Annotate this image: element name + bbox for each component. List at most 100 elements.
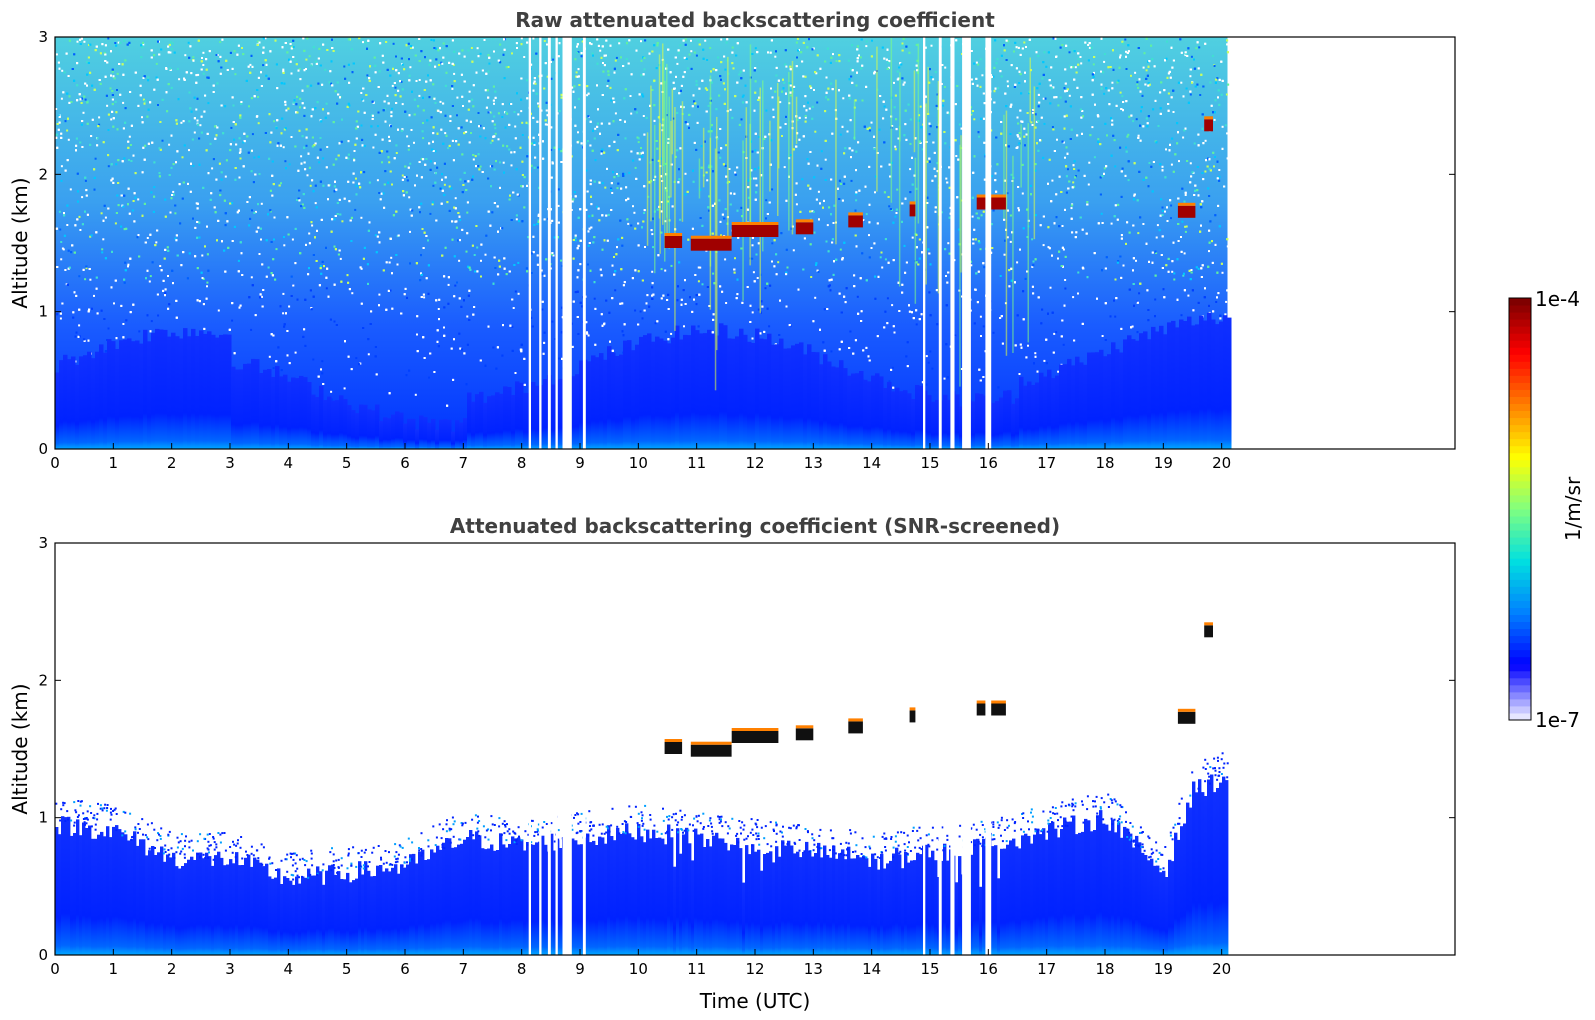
- x-tick-label: 17: [1037, 960, 1056, 978]
- x-tick-label: 4: [284, 454, 294, 472]
- colorbar-step: [1509, 305, 1531, 313]
- snr-data-gap: [555, 543, 558, 955]
- colorbar: 1e-4 1e-7 1/m/sr: [1508, 287, 1585, 732]
- snr-data-gap: [985, 543, 992, 955]
- x-tick-label: 16: [979, 960, 998, 978]
- colorbar-max-label: 1e-4: [1535, 287, 1580, 311]
- y-tick-label: 1: [38, 303, 48, 321]
- x-tick-label: 10: [629, 454, 648, 472]
- snr-data-gap: [528, 543, 531, 955]
- raw-cloud-edge: [664, 233, 683, 236]
- snr-cloud-edge: [664, 739, 683, 742]
- raw-cloud-layer: [664, 236, 683, 248]
- x-tick-label: 15: [920, 454, 939, 472]
- colorbar-step: [1509, 438, 1531, 447]
- colorbar-step: [1509, 565, 1531, 573]
- x-tick-label: 4: [284, 960, 294, 978]
- raw-cloud-layer: [976, 197, 1006, 210]
- snr-data-gaps: [528, 543, 992, 955]
- colorbar-step: [1509, 375, 1531, 383]
- snr-cloud-layer: [976, 703, 1006, 716]
- snr-cloud-edge: [848, 718, 863, 722]
- x-tick-label: 1: [109, 454, 119, 472]
- colorbar-step: [1509, 579, 1531, 587]
- x-tick-label: 1: [109, 960, 119, 978]
- raw-cloud-layer: [731, 225, 779, 237]
- colorbar-step: [1509, 396, 1531, 404]
- colorbar-step: [1509, 382, 1531, 390]
- raw-cloud-layers: [664, 116, 1213, 251]
- raw-data-gap: [547, 37, 551, 449]
- x-tick-label: 13: [804, 960, 823, 978]
- colorbar-step: [1509, 614, 1531, 623]
- snr-cloud-layer: [1204, 625, 1213, 638]
- x-tick-label: 15: [920, 960, 939, 978]
- x-tick-label: 0: [50, 454, 60, 472]
- colorbar-step: [1509, 445, 1531, 454]
- colorbar-step: [1509, 403, 1531, 412]
- panel2-xlabel: Time (UTC): [699, 989, 811, 1013]
- colorbar-step: [1509, 663, 1531, 672]
- colorbar-step: [1509, 670, 1531, 679]
- colorbar-step: [1509, 642, 1531, 651]
- raw-cloud-layer: [690, 238, 732, 251]
- colorbar-step: [1509, 600, 1531, 608]
- snr-cloud-layer: [848, 721, 863, 734]
- snr-cloud-edge: [731, 728, 779, 731]
- colorbar-step: [1509, 487, 1531, 496]
- raw-surface-layer: [55, 312, 1232, 449]
- colorbar-step: [1509, 509, 1531, 517]
- colorbar-step: [1509, 354, 1531, 362]
- raw-cloud-layer: [1177, 205, 1196, 218]
- raw-data-gap: [923, 37, 926, 449]
- colorbar-gradient: [1509, 298, 1531, 721]
- colorbar-step: [1509, 466, 1531, 475]
- x-tick-label: 7: [459, 960, 469, 978]
- x-tick-label: 20: [1212, 454, 1231, 472]
- colorbar-step: [1509, 459, 1531, 468]
- x-tick-label: 11: [687, 454, 706, 472]
- colorbar-step: [1509, 684, 1531, 693]
- colorbar-step: [1509, 319, 1531, 327]
- colorbar-step: [1509, 501, 1531, 510]
- y-tick-label: 3: [38, 28, 48, 46]
- colorbar-step: [1509, 333, 1531, 341]
- y-tick-label: 2: [38, 165, 48, 183]
- raw-data-gap: [562, 37, 572, 449]
- x-tick-label: 18: [1095, 454, 1114, 472]
- colorbar-step: [1509, 656, 1531, 665]
- snr-screened-heatmap: [55, 543, 1229, 955]
- x-tick-label: 9: [575, 960, 585, 978]
- raw-data-gap: [950, 37, 955, 449]
- raw-cloud-edge: [731, 222, 779, 225]
- snr-data-gap: [539, 543, 542, 955]
- colorbar-step: [1509, 551, 1531, 559]
- snr-data-gap: [938, 543, 942, 955]
- colorbar-frame: [1508, 297, 1532, 721]
- x-tick-label: 6: [400, 454, 410, 472]
- x-tick-label: 18: [1095, 960, 1114, 978]
- raw-data-gap: [555, 37, 558, 449]
- x-tick-label: 14: [862, 960, 881, 978]
- raw-data-gap: [985, 37, 992, 449]
- colorbar-step: [1509, 389, 1531, 397]
- x-tick-label: 3: [225, 454, 235, 472]
- colorbar-min-label: 1e-7: [1535, 708, 1580, 732]
- colorbar-unit-label: 1/m/sr: [1561, 476, 1585, 541]
- x-tick-label: 3: [225, 960, 235, 978]
- x-tick-label: 17: [1037, 454, 1056, 472]
- snr-data-gap: [562, 543, 572, 955]
- x-tick-label: 2: [167, 960, 177, 978]
- colorbar-step: [1509, 628, 1531, 637]
- panel1-ylabel: Altitude (km): [8, 177, 32, 308]
- colorbar-step: [1509, 572, 1531, 580]
- x-tick-label: 5: [342, 960, 352, 978]
- raw-data-gap: [962, 37, 971, 449]
- x-tick-label: 0: [50, 960, 60, 978]
- raw-backscatter-panel: Raw attenuated backscattering coefficien…: [8, 8, 1456, 472]
- x-tick-label: 13: [804, 454, 823, 472]
- colorbar-step: [1509, 326, 1531, 334]
- colorbar-step: [1509, 621, 1531, 630]
